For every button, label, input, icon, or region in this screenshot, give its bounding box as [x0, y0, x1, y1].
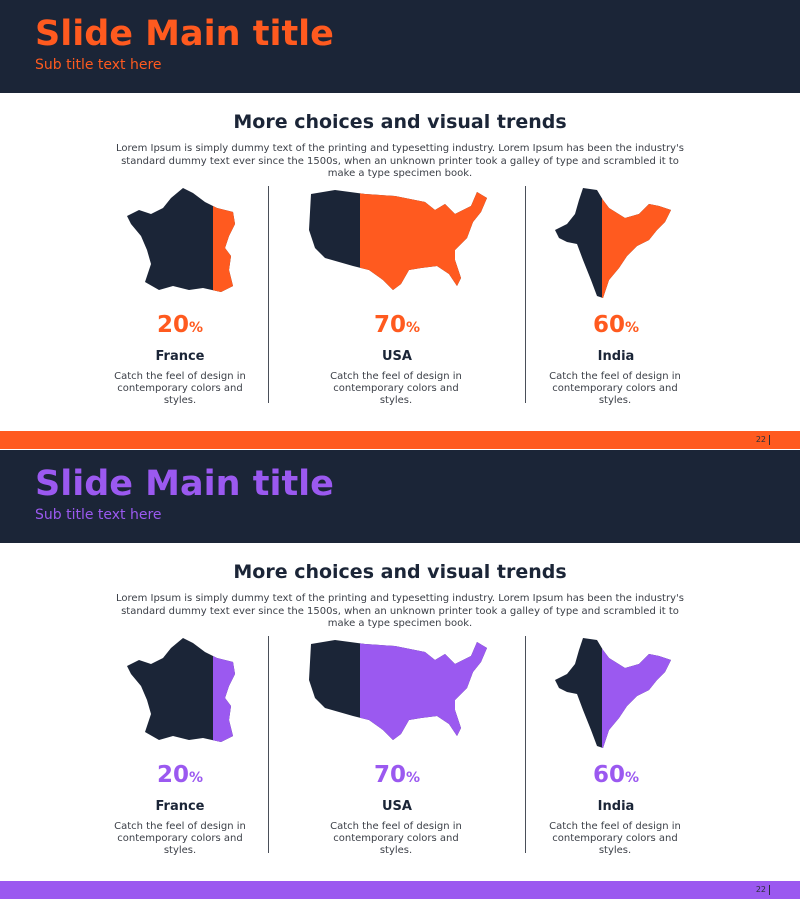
- usa-share-fill: [360, 640, 487, 740]
- stat-percent: 60%: [592, 762, 640, 788]
- country-label: USA: [382, 349, 412, 364]
- country-description: Catch the feel of design in contemporary…: [330, 821, 462, 856]
- country-description: Catch the feel of design in contemporary…: [114, 821, 246, 856]
- country-label: India: [597, 349, 635, 364]
- section-heading: More choices and visual trends: [233, 111, 567, 133]
- usa-share-fill: [360, 190, 487, 290]
- footer-bar: [0, 881, 800, 899]
- stat-percent: 20%: [156, 312, 204, 338]
- slide-2: Slide Main title Sub title text here Mor…: [0, 450, 800, 900]
- page-number-marker: [769, 435, 770, 445]
- column-divider: [525, 636, 526, 853]
- body-paragraph: Lorem Ipsum is simply dummy text of the …: [116, 593, 684, 629]
- slide-subtitle: Sub title text here: [35, 57, 162, 73]
- slide-header: Slide Main title Sub title text here: [0, 450, 800, 543]
- stat-percent: 70%: [373, 312, 421, 338]
- india-share-fill: [602, 638, 671, 748]
- country-label: USA: [382, 799, 412, 814]
- country-description: Catch the feel of design in contemporary…: [549, 371, 681, 406]
- country-description: Catch the feel of design in contemporary…: [114, 371, 246, 406]
- section-heading: More choices and visual trends: [233, 561, 567, 583]
- country-label: India: [597, 799, 635, 814]
- page-number-marker: [769, 885, 770, 895]
- column-divider: [268, 636, 269, 853]
- slide-1: Slide Main title Sub title text here Mor…: [0, 0, 800, 450]
- country-description: Catch the feel of design in contemporary…: [549, 821, 681, 856]
- page-number: 22: [755, 435, 766, 444]
- slide-title: Slide Main title: [35, 464, 334, 504]
- country-description: Catch the feel of design in contemporary…: [330, 371, 462, 406]
- india-map-icon: [555, 188, 671, 298]
- france-map-icon: [127, 188, 235, 292]
- france-share-fill: [213, 638, 235, 742]
- france-map-icon: [127, 638, 235, 742]
- page-number: 22: [755, 885, 766, 894]
- country-label: France: [155, 799, 205, 814]
- column-divider: [525, 186, 526, 403]
- india-share-fill: [602, 188, 671, 298]
- slide-subtitle: Sub title text here: [35, 507, 162, 523]
- france-share-fill: [213, 188, 235, 292]
- slide-title: Slide Main title: [35, 14, 334, 54]
- footer-bar: [0, 431, 800, 449]
- india-map-icon: [555, 638, 671, 748]
- stat-percent: 20%: [156, 762, 204, 788]
- slide-header: Slide Main title Sub title text here: [0, 0, 800, 93]
- country-label: France: [155, 349, 205, 364]
- usa-map-icon: [309, 640, 487, 740]
- column-divider: [268, 186, 269, 403]
- stat-percent: 70%: [373, 762, 421, 788]
- usa-map-icon: [309, 190, 487, 290]
- stat-percent: 60%: [592, 312, 640, 338]
- body-paragraph: Lorem Ipsum is simply dummy text of the …: [116, 143, 684, 179]
